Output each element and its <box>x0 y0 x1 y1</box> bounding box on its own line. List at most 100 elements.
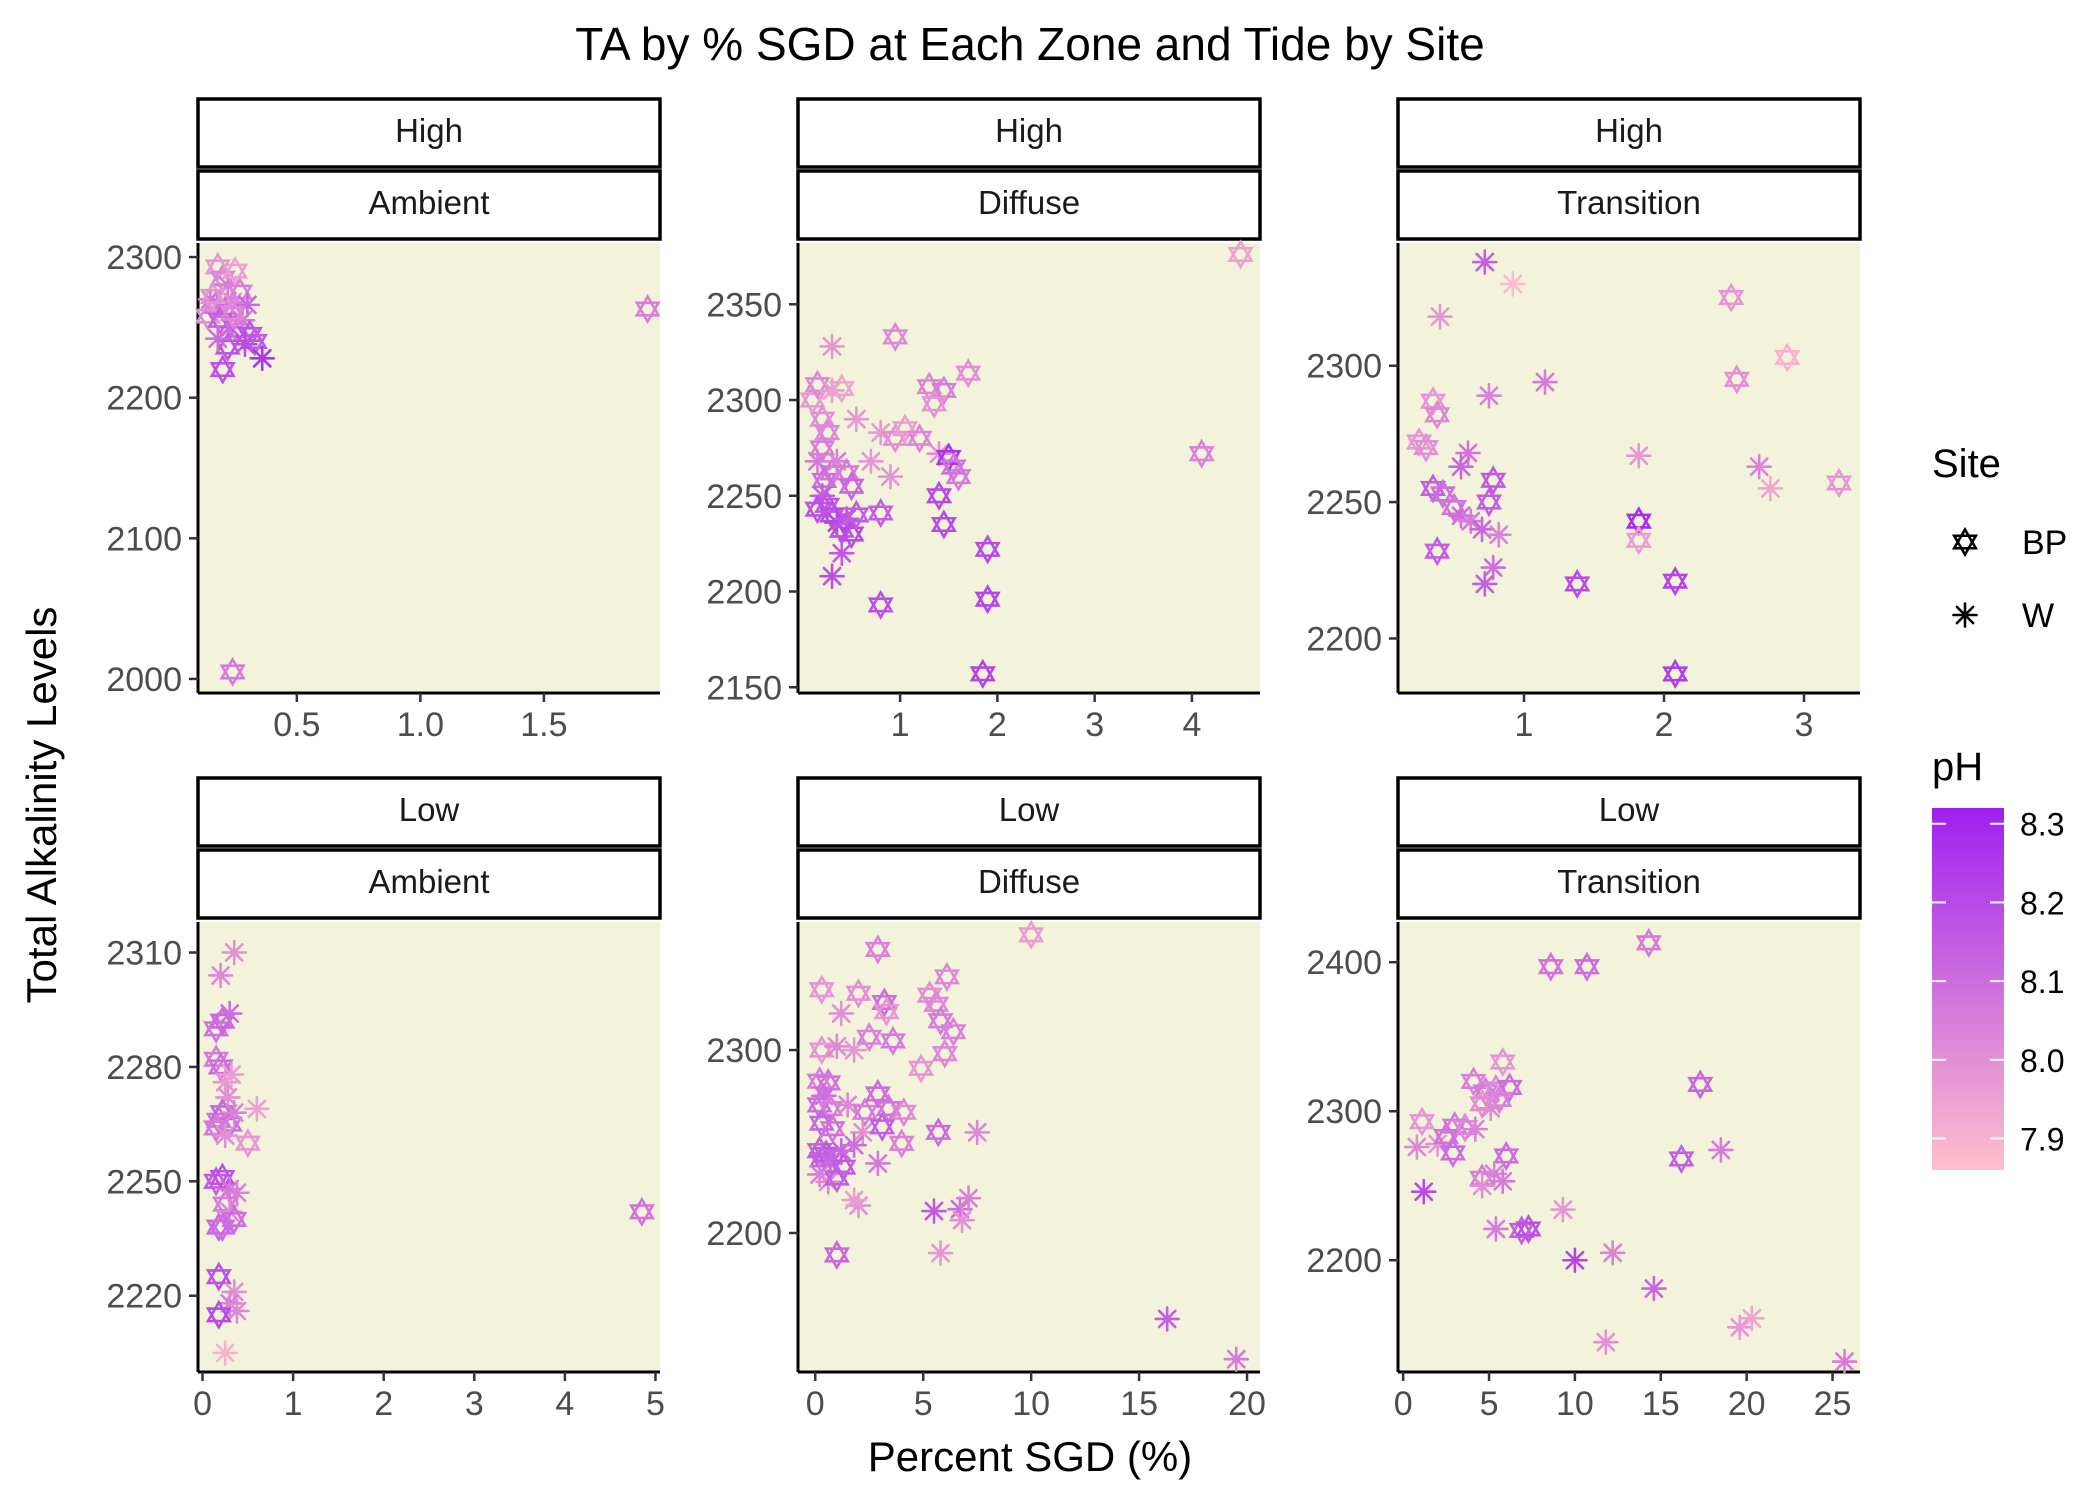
y-tick-label: 2300 <box>706 382 782 420</box>
facet-strip-label: High <box>995 112 1063 149</box>
data-point-w <box>834 1092 861 1118</box>
facet-strip-tide: High <box>1396 97 1862 169</box>
data-point-bp <box>234 1128 261 1159</box>
y-tick-label: 2200 <box>706 1215 782 1253</box>
data-point-w <box>1458 508 1484 534</box>
y-tick-label: 2200 <box>1306 1242 1382 1280</box>
data-points <box>1405 249 1853 690</box>
data-point-w <box>1410 1178 1437 1205</box>
data-point-w <box>1532 369 1558 395</box>
data-point-w <box>1154 1306 1180 1332</box>
y-tick-label: 2200 <box>706 574 782 612</box>
y-tick-label: 2310 <box>106 935 182 973</box>
data-point-bp <box>907 1053 935 1084</box>
y-tick-label: 2220 <box>106 1278 182 1316</box>
data-point-bp <box>1493 1140 1520 1172</box>
site-legend-key-bp: BP <box>1951 524 2067 562</box>
ph-colorbar-legend: pH 7.9 8.0 8.1 8.2 8.3 <box>1932 745 2064 1170</box>
data-point-w <box>216 1176 243 1202</box>
data-point-bp <box>974 584 1001 615</box>
panel-background <box>198 243 660 693</box>
facet-strip-tide: Low <box>796 776 1262 848</box>
y-tick-label: 2200 <box>106 380 182 418</box>
data-point-bp <box>1424 536 1451 567</box>
data-point-bp <box>209 1211 236 1243</box>
data-point-w <box>1477 1095 1504 1122</box>
data-point-w <box>841 1187 867 1213</box>
data-point-bp <box>1433 1121 1460 1152</box>
facet-strip-label: Diffuse <box>978 863 1080 900</box>
data-point-w <box>1739 1305 1765 1332</box>
x-tick-label: 3 <box>465 1385 484 1423</box>
data-point-w <box>841 1132 867 1158</box>
data-point-w <box>1404 1134 1430 1160</box>
facet-panel-high-transition: High Transition 1 2 3 2200 2250 2300 <box>1306 97 1862 744</box>
data-point-w <box>955 1185 982 1212</box>
facet-strip-label: High <box>1595 112 1663 149</box>
data-point-w <box>865 1150 891 1177</box>
chart-title: TA by % SGD at Each Zone and Tide by Sit… <box>575 18 1484 70</box>
data-point-w <box>819 563 845 589</box>
data-point-w <box>1469 1172 1495 1199</box>
data-point-w <box>858 448 884 475</box>
data-point-bp <box>823 1239 850 1271</box>
data-point-bp <box>1573 951 1601 982</box>
data-points <box>806 919 1250 1372</box>
data-point-bp <box>1635 927 1662 958</box>
x-tick-label: 4 <box>555 1385 574 1423</box>
data-point-w <box>1726 1314 1753 1341</box>
data-point-bp <box>830 1152 857 1183</box>
data-point-bp <box>628 1196 655 1227</box>
facet-strip-label: Ambient <box>368 184 489 221</box>
x-tick-label: 1 <box>891 706 910 744</box>
facet-strip-zone: Transition <box>1396 169 1862 241</box>
data-point-w <box>1448 453 1474 480</box>
facet-strip-zone: Diffuse <box>796 169 1262 241</box>
data-point-w <box>819 333 845 360</box>
x-tick-label: 10 <box>1012 1385 1050 1423</box>
data-points <box>203 939 655 1366</box>
data-point-bp <box>838 471 865 502</box>
data-point-w <box>1489 1168 1516 1195</box>
data-point-w <box>221 1099 248 1126</box>
data-point-bp <box>828 373 855 404</box>
data-point-bp <box>864 1078 891 1110</box>
facet-strip-label: Transition <box>1557 184 1701 221</box>
ph-colorbar <box>1932 808 2004 1170</box>
data-point-bp <box>1668 1143 1695 1175</box>
data-point-w <box>811 1082 837 1109</box>
data-point-bp <box>851 1097 879 1128</box>
facet-strip-tide: Low <box>1396 776 1862 848</box>
data-points <box>799 239 1254 689</box>
facet-strip-label: Transition <box>1557 863 1701 900</box>
data-point-w <box>207 962 234 989</box>
data-point-w <box>824 509 850 536</box>
data-point-bp <box>199 281 226 312</box>
data-point-bp <box>927 1005 954 1036</box>
facet-strip-label: Low <box>399 791 460 828</box>
data-point-bp <box>1662 566 1689 597</box>
data-point-w <box>221 939 248 966</box>
facet-strip-tide: Low <box>196 776 662 848</box>
x-tick-label: 5 <box>1480 1385 1499 1423</box>
data-point-bp <box>1412 432 1440 463</box>
hexagram-icon <box>1951 526 1979 558</box>
data-point-w <box>947 1196 973 1222</box>
x-tick-label: 20 <box>1228 1385 1266 1423</box>
y-tick-label: 2280 <box>106 1049 182 1087</box>
data-point-bp <box>843 499 870 531</box>
data-point-bp <box>221 256 249 287</box>
ph-colorbar-label: 8.3 <box>2020 807 2064 843</box>
x-tick-label: 25 <box>1814 1385 1852 1423</box>
data-point-w <box>1831 1348 1858 1375</box>
data-point-bp <box>205 1261 232 1292</box>
data-point-w <box>1427 303 1453 330</box>
facet-panel-low-ambient: Low Ambient 0 1 2 3 4 5 2220 2250 2280 2310 <box>106 776 665 1423</box>
data-point-bp <box>1439 1137 1467 1169</box>
data-point-w <box>1476 382 1502 409</box>
data-point-bp <box>808 974 835 1005</box>
data-point-bp <box>804 494 831 525</box>
data-point-w <box>212 1122 238 1149</box>
data-point-w <box>1599 1239 1626 1266</box>
